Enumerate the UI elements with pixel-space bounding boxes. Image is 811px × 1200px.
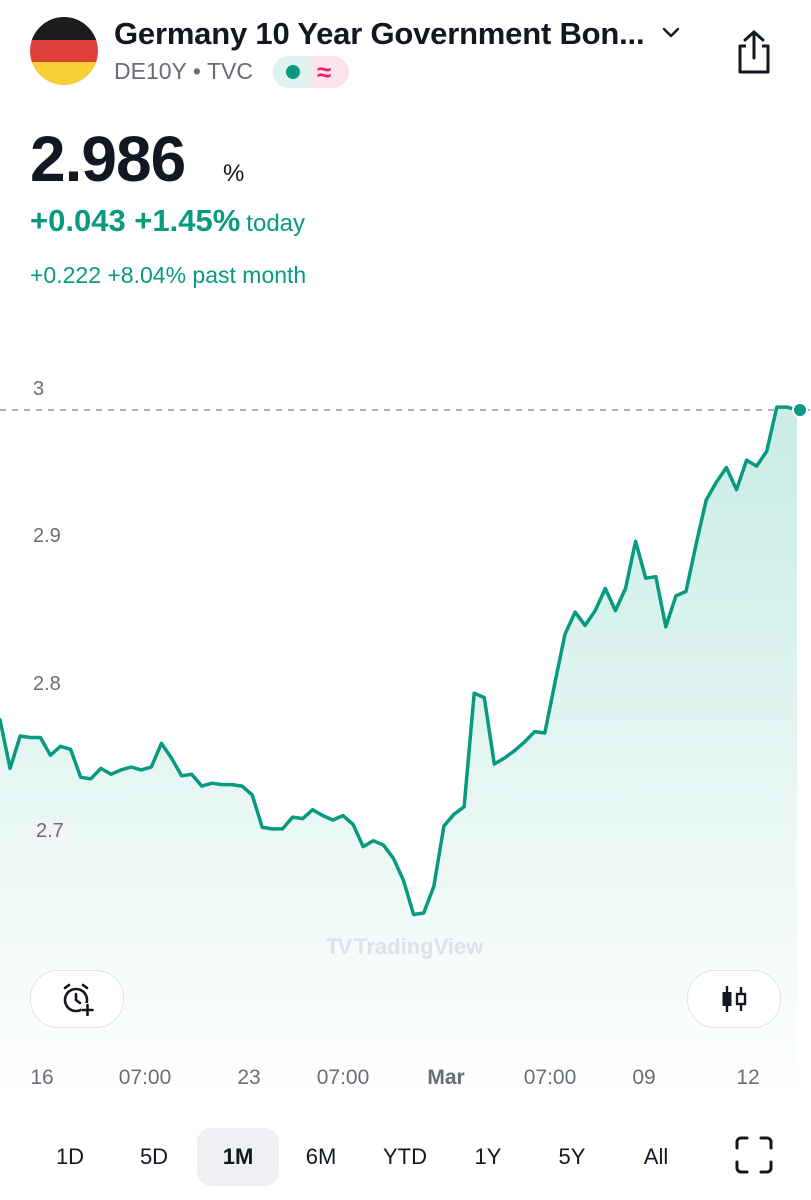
last-price: 2.986 [30,123,186,195]
instrument-title[interactable]: Germany 10 Year Government Bon... [114,16,645,51]
x-axis-label: Mar [427,1066,465,1089]
change-past-month: +0.222 +8.04% past month [30,262,307,288]
y-axis-label: 2.7 [30,818,70,845]
change-today-value: +0.043 +1.45% [30,203,241,238]
instrument-header: Germany 10 Year Government Bon... DE10Y •… [0,0,811,110]
x-axis-label: 16 [30,1066,54,1089]
market-status-badge[interactable]: ≈ [273,56,349,88]
range-1m-button[interactable]: 1M [197,1128,279,1186]
fullscreen-icon[interactable] [735,1136,773,1174]
delayed-data-icon: ≈ [317,57,332,87]
chart-style-button[interactable] [687,970,781,1028]
today-label: today [246,210,306,237]
chart-line [0,405,799,917]
market-open-dot-icon [286,65,300,79]
y-axis-label: 2.8 [33,673,61,695]
watermark-text: TradingView [354,934,484,959]
chevron-down-icon[interactable] [660,22,682,44]
range-5y-button[interactable]: 5Y [558,1144,586,1169]
change-today: +0.043 +1.45% today [30,203,305,239]
y-axis-label: 2.9 [33,525,61,547]
x-axis-label: 07:00 [316,1066,370,1089]
symbol-label: DE10Y [114,58,187,84]
separator: • [192,58,201,84]
range-1y-button[interactable]: 1Y [474,1144,502,1169]
range-ytd-button[interactable]: YTD [383,1144,427,1169]
tradingview-watermark: TV TradingView [326,934,483,960]
germany-flag-icon [30,17,98,85]
range-selector: 1D 5D 1M 6M YTD 1Y 5Y All [0,1128,811,1186]
add-alert-button[interactable] [30,970,124,1028]
price-unit: % [223,160,245,187]
range-1d-button[interactable]: 1D [55,1144,85,1169]
x-axis-label: 09 [632,1066,656,1089]
x-axis-label: 07:00 [118,1066,172,1089]
range-all-button[interactable]: All [643,1144,669,1169]
x-axis-label: 12 [736,1066,760,1089]
share-icon[interactable] [732,28,776,76]
x-axis-label: 07:00 [523,1066,577,1089]
x-axis-label: 23 [237,1066,261,1089]
price-chart[interactable] [0,360,811,1100]
exchange-label: TVC [206,58,253,84]
tradingview-logo-icon: TV [326,934,352,959]
y-axis-label: 3 [33,378,45,400]
alarm-add-icon [63,983,94,1016]
candles-icon [722,986,747,1012]
chart-area-fill [0,407,797,1100]
range-6m-button[interactable]: 6M [305,1144,337,1169]
range-5d-button[interactable]: 5D [139,1144,169,1169]
instrument-subtitle: DE10Y • TVC [114,58,253,85]
time-axis: 16 07:00 23 07:00 Mar 07:00 09 12 [0,1066,811,1094]
last-point-marker [792,402,808,418]
